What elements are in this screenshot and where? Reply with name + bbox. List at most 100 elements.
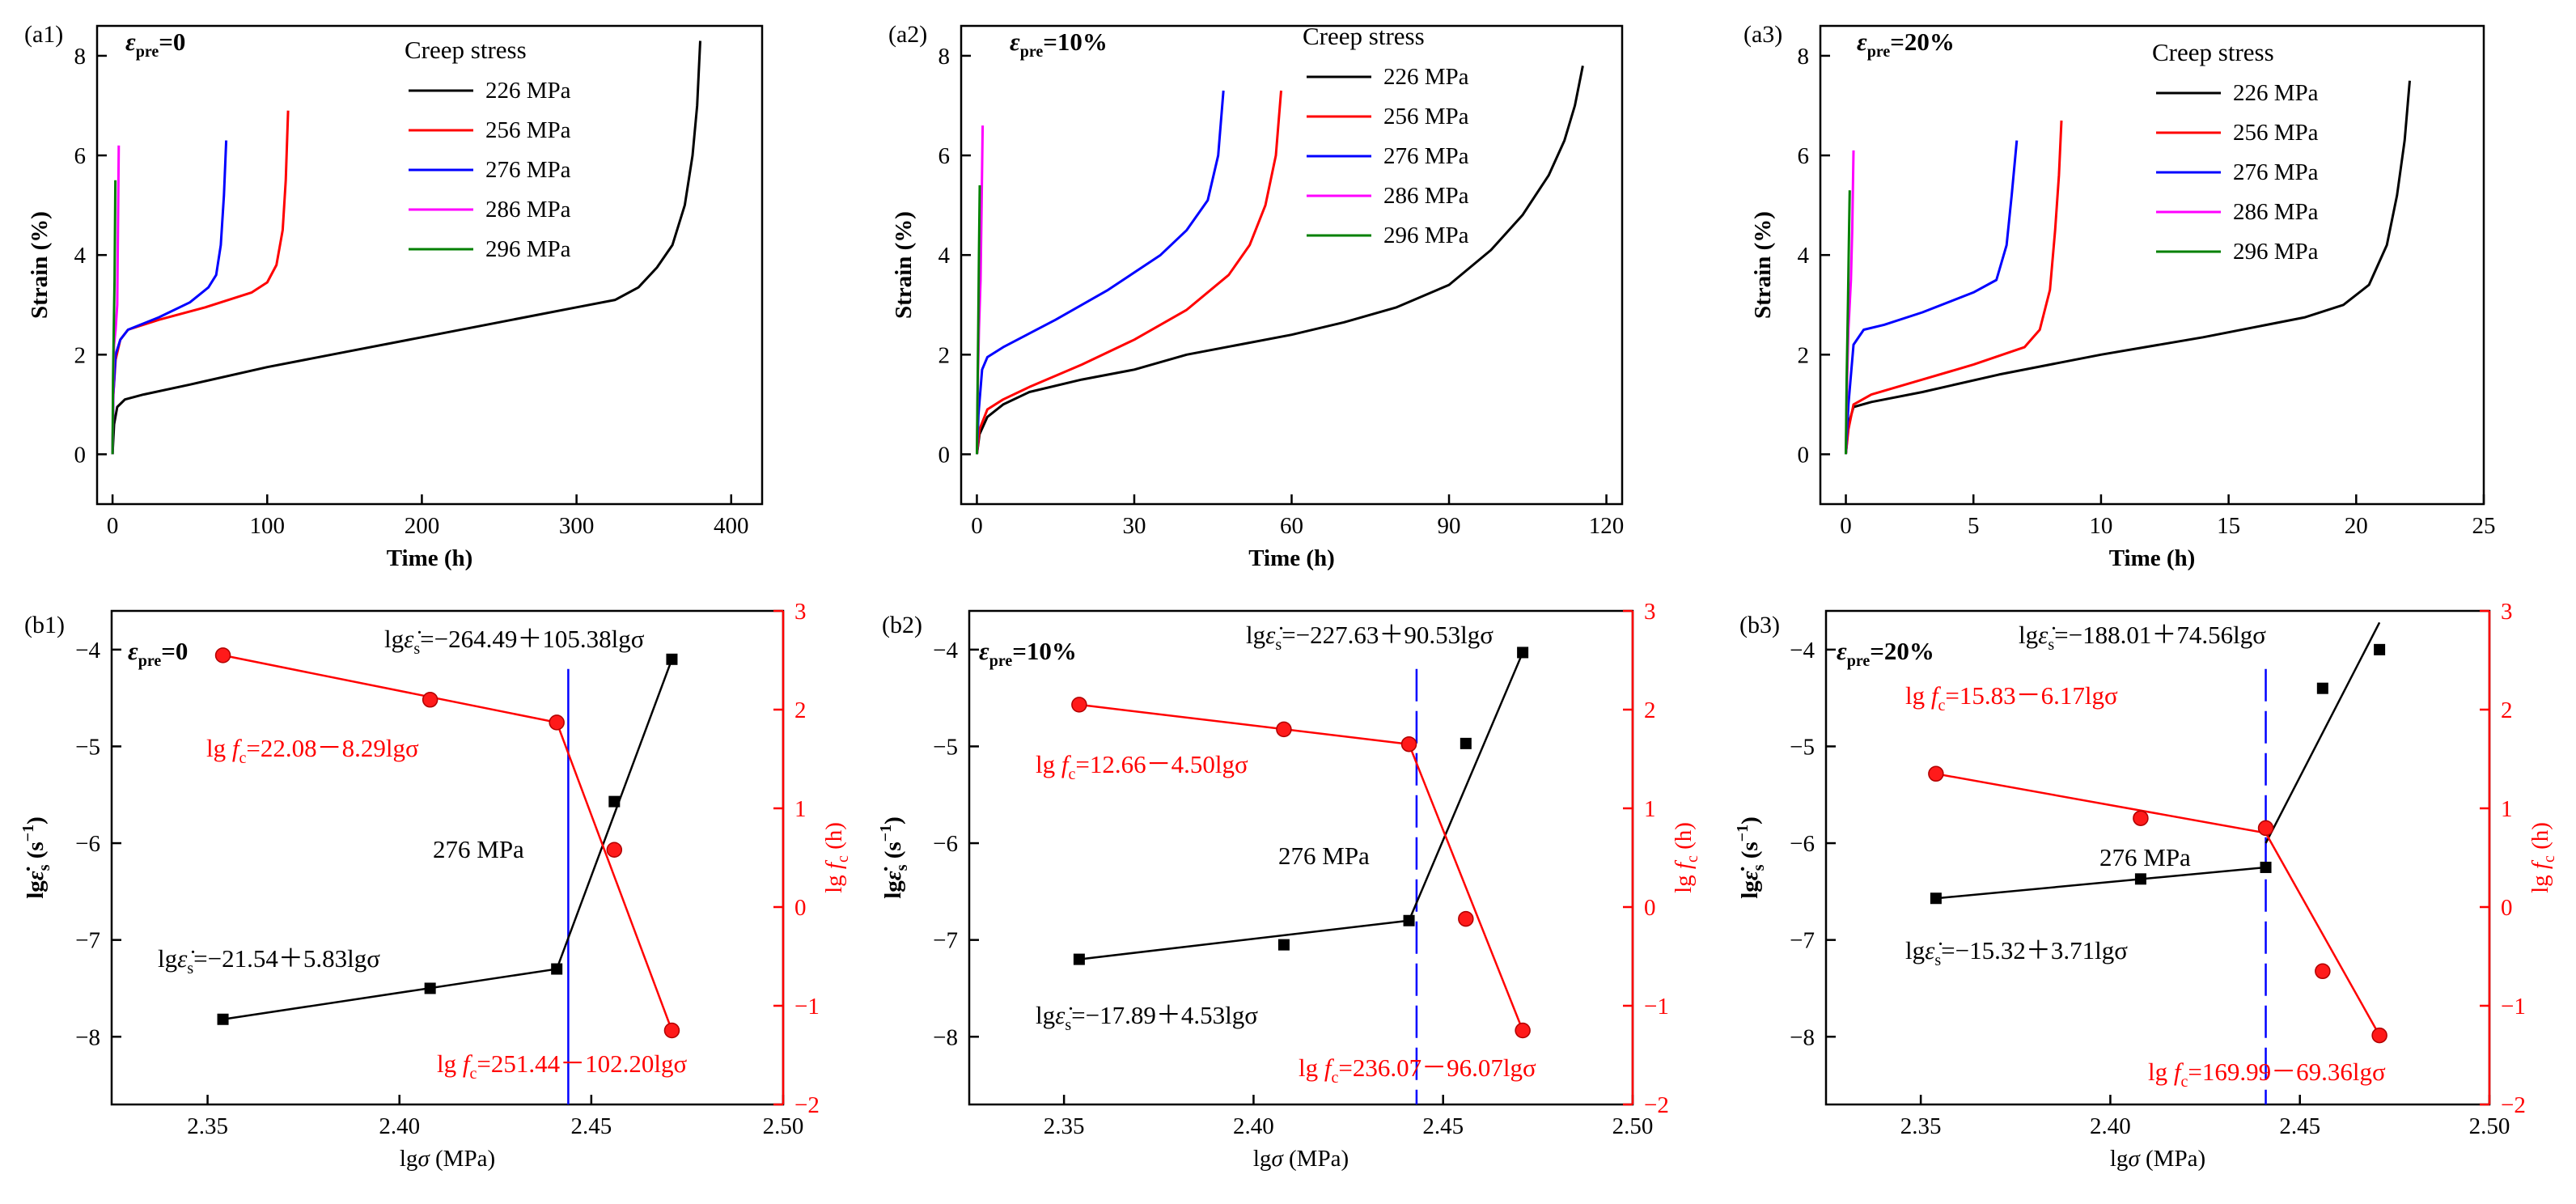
rate-fit-low [222,968,557,1020]
life-fit-low [1935,773,2266,834]
rate-point [608,795,621,808]
series-line-276-MPa [976,90,1225,455]
x-tick-label: 2.40 [2090,1113,2131,1139]
life-point [2133,810,2149,826]
y-right-axis-label: lg fc (h) [821,822,852,893]
x-tick-label: 2.45 [2279,1113,2320,1139]
rate-equation-low: lgε̇s=−21.54＋5.83lgσ [158,944,380,977]
y-right-tick-label: −1 [2501,994,2526,1020]
y-left-tick-label: −5 [1790,734,1815,760]
rate-fit-high [2265,621,2381,844]
legend-label: 226 MPa [485,78,571,104]
y-tick-label: 0 [1798,442,1810,468]
legend-label: 226 MPa [2233,80,2319,106]
y-left-tick-label: −8 [1790,1024,1815,1050]
y-right-tick-label: −1 [794,994,820,1020]
prestrain-label: εpre=0 [128,637,188,670]
y-left-tick-label: −4 [933,638,958,663]
rate-equation-high: lgε̇s=−264.49＋105.38lgσ [384,625,645,658]
panel-tag: (b2) [882,612,922,638]
life-fit-high [1408,744,1524,1031]
y-right-tick-label: 3 [1644,599,1656,625]
y-right-tick-label: 2 [2501,697,2513,723]
panel-tag: (b1) [24,612,65,638]
life-point [1400,736,1417,752]
y-right-tick-label: 0 [794,895,807,921]
x-axis-label: Time (h) [387,545,473,571]
legend-label: 276 MPa [1383,143,1469,169]
x-tick-label: 20 [2345,513,2368,539]
legend-label: 296 MPa [1383,223,1469,248]
rate-point [1460,737,1472,749]
legend-label: 286 MPa [2233,199,2319,225]
x-tick-label: 2.35 [1900,1113,1942,1139]
rate-point [1930,892,1942,905]
y-right-tick-label: −2 [2501,1092,2526,1118]
x-tick-label: 5 [1968,513,1980,539]
y-left-axis-label: lgε̇s (s−1) [1734,816,1768,899]
panel-b1: 2.35 2.40 2.45 2.50 −8 −7 −6 −5 −4 −2 −1 0 1 2 3 lgσ (M… [19,599,852,1172]
life-equation-high: lg fc=251.44－102.20lgσ [437,1049,687,1083]
life-point [2371,1027,2387,1044]
life-point [1458,910,1474,927]
series-line-256-MPa [1845,120,2063,455]
y-tick-label: 2 [74,342,87,368]
y-tick-label: 4 [1798,243,1810,269]
legend-label: 256 MPa [1383,104,1469,129]
x-tick-label: 2.45 [1422,1113,1464,1139]
rate-point [1277,939,1290,951]
plot-frame [1819,24,2485,506]
y-left-tick-label: −4 [1790,638,1815,663]
y-left-tick-label: −5 [75,734,100,760]
rate-equation-low: lgε̇s=−17.89＋4.53lgσ [1036,1001,1258,1034]
y-tick-label: 2 [938,342,951,368]
rate-equation-high: lgε̇s=−227.63＋90.53lgσ [1246,621,1493,654]
stress-label: 276 MPa [1278,842,1370,870]
y-left-tick-label: −6 [933,831,958,857]
series-line-296-MPa [111,180,117,455]
y-tick-label: 4 [938,243,951,269]
panel-tag: (b3) [1739,612,1780,638]
legend-label: 286 MPa [485,197,571,223]
legend-label: 296 MPa [2233,239,2319,265]
y-tick-label: 8 [74,44,87,70]
x-tick-label: 0 [971,513,983,539]
x-tick-label: 200 [405,513,440,539]
life-fit-low [222,654,557,724]
prestrain-label: εpre=0 [125,28,185,61]
prestrain-label: εpre=10% [979,637,1077,670]
x-axis-label: Time (h) [1248,545,1335,571]
y-left-tick-label: −6 [75,831,100,857]
y-tick-label: 0 [74,442,87,468]
legend-title: Creep stress [2152,38,2274,66]
y-left-tick-label: −7 [1790,928,1815,954]
y-tick-label: 0 [938,442,951,468]
x-tick-label: 90 [1438,513,1461,539]
life-point [549,714,565,731]
rate-point [2374,643,2386,655]
x-tick-label: 10 [2089,513,2112,539]
legend-label: 256 MPa [2233,120,2319,146]
legend-title: Creep stress [1303,22,1425,50]
x-tick-label: 2.50 [2469,1113,2510,1139]
series-line-256-MPa [111,110,290,455]
legend-label: 286 MPa [1383,183,1469,209]
y-left-tick-label: −8 [933,1024,958,1050]
x-tick-label: 100 [250,513,286,539]
y-left-tick-label: −7 [933,928,958,954]
x-tick-label: 2.40 [379,1113,420,1139]
series-line-296-MPa [1845,190,1851,455]
y-tick-label: 6 [74,143,87,169]
life-point [1071,697,1087,713]
x-tick-label: 2.50 [763,1113,804,1139]
series-line-226-MPa [1845,80,2411,455]
y-right-tick-label: 2 [794,697,807,723]
rate-point [1073,953,1085,965]
legend-label: 296 MPa [485,236,571,262]
panel-b3: 2.35 2.40 2.45 2.50 −8 −7 −6 −5 −4 −2 −1 0 1 2 3 lgσ (M… [1734,599,2558,1172]
life-fit-low [1078,703,1409,745]
series-line-296-MPa [976,184,981,455]
prestrain-label: εpre=10% [1010,28,1108,61]
y-right-tick-label: 0 [1644,895,1656,921]
